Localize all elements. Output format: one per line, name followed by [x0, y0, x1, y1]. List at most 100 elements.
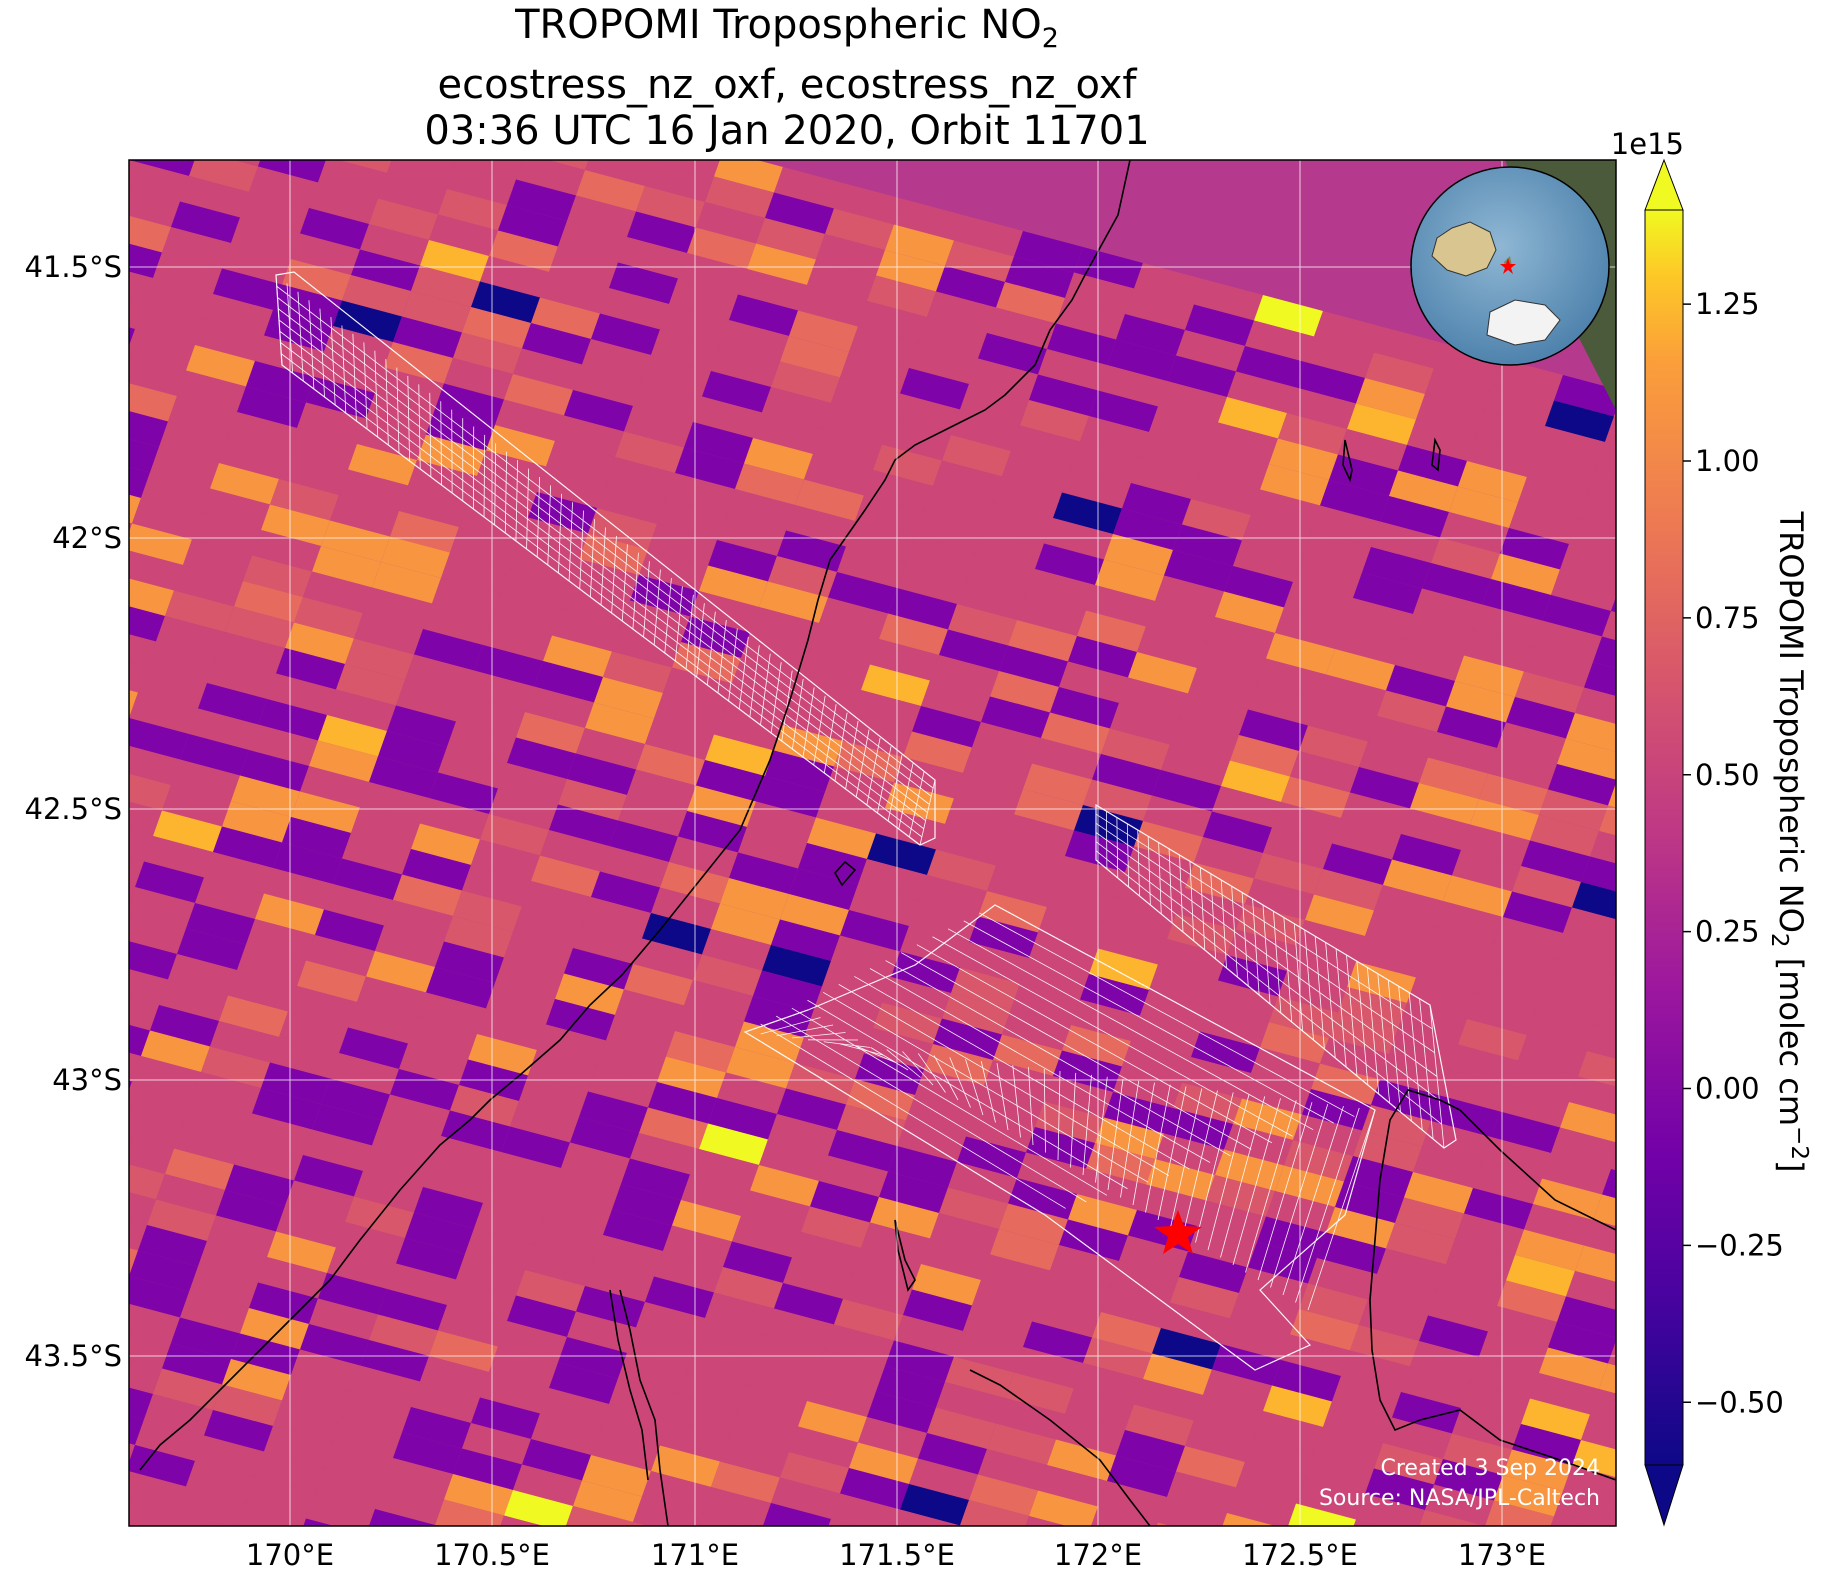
no2-pixel	[1197, 642, 1266, 684]
no2-pixel	[687, 227, 756, 269]
no2-pixel	[675, 1005, 744, 1047]
no2-pixel	[720, 1436, 789, 1478]
no2-pixel	[465, 113, 534, 155]
no2-pixel	[867, 275, 936, 317]
no2-pixel	[402, 849, 471, 891]
no2-pixel	[171, 759, 240, 801]
no2-pixel	[1419, 757, 1488, 799]
no2-pixel	[330, 495, 399, 537]
no2-pixel	[1326, 649, 1395, 691]
no2-pixel	[1353, 1519, 1381, 1526]
no2-pixel	[399, 485, 468, 527]
no2-pixel	[57, 897, 126, 939]
no2-pixel	[129, 439, 159, 473]
no2-pixel	[492, 1152, 561, 1194]
no2-pixel	[141, 472, 210, 514]
no2-pixel	[414, 1187, 483, 1229]
no2-pixel	[1041, 712, 1110, 754]
no2-pixel	[1365, 1468, 1434, 1510]
no2-pixel	[1368, 716, 1437, 758]
no2-pixel	[387, 1263, 456, 1305]
no2-pixel	[1419, 1315, 1488, 1357]
no2-pixel	[333, 300, 402, 342]
no2-pixel	[990, 1229, 1059, 1271]
no2-pixel	[993, 1034, 1062, 1076]
map-title: TROPOMI Tropospheric NO2 ecostress_nz_ox…	[0, 2, 1574, 154]
swath-grid-line	[1232, 1098, 1281, 1266]
no2-pixel	[546, 441, 615, 483]
swath-grid-line	[760, 1023, 1066, 1209]
no2-pixel	[603, 1209, 672, 1251]
no2-pixel	[150, 447, 219, 489]
no2-pixel	[471, 1397, 540, 1439]
no2-pixel	[1068, 636, 1137, 678]
no2-pixel	[1434, 343, 1503, 385]
swath-grid-line	[916, 944, 1273, 1144]
no2-pixel	[546, 1557, 615, 1572]
coastline	[139, 160, 1616, 1526]
no2-pixel	[591, 313, 660, 355]
no2-pixel	[1068, 1194, 1137, 1236]
no2-pixel	[1401, 808, 1470, 850]
no2-pixel	[1461, 824, 1530, 866]
no2-pixel	[1596, 442, 1616, 473]
no2-pixel	[840, 352, 909, 394]
no2-pixel	[645, 1276, 714, 1318]
colorbar-tick-label: −0.50	[1695, 1385, 1784, 1419]
no2-pixel	[831, 377, 900, 419]
no2-pixel	[1215, 591, 1284, 633]
no2-pixel	[969, 1474, 1038, 1516]
no2-pixel	[213, 826, 282, 868]
no2-pixel	[129, 299, 144, 329]
title-line-1: TROPOMI Tropospheric NO	[515, 2, 1042, 48]
no2-pixel	[465, 1228, 534, 1270]
no2-pixel	[697, 1512, 753, 1526]
no2-pixel	[1506, 697, 1575, 739]
no2-pixel	[381, 536, 450, 578]
no2-pixel	[429, 214, 498, 256]
no2-pixel	[612, 626, 681, 668]
no2-pixel	[1314, 869, 1383, 911]
no2-pixel	[645, 160, 714, 202]
no2-pixel	[1038, 907, 1107, 949]
no2-pixel	[480, 256, 549, 298]
no2-pixel	[1176, 330, 1245, 372]
no2-pixel	[1332, 818, 1401, 860]
swath-grid-line	[1043, 1069, 1046, 1153]
no2-pixel	[342, 1391, 411, 1433]
no2-pixel	[576, 728, 645, 770]
no2-pixel	[480, 814, 549, 856]
no2-pixel	[1134, 263, 1203, 305]
no2-pixel	[246, 361, 315, 403]
no2-pixel	[1176, 1446, 1245, 1488]
no2-pixel	[354, 613, 423, 655]
no2-pixel	[138, 1225, 207, 1267]
no2-pixel	[1050, 687, 1119, 729]
no2-pixel	[132, 1056, 201, 1098]
no2-pixel	[204, 852, 273, 894]
no2-pixel	[153, 810, 222, 852]
no2-pixel	[405, 1212, 474, 1254]
no2-pixel	[558, 221, 627, 263]
no2-pixel	[1590, 1389, 1616, 1422]
no2-pixel	[681, 1174, 750, 1216]
no2-pixel	[300, 766, 369, 808]
no2-pixel	[897, 562, 966, 604]
swath-grid-line	[947, 928, 1314, 1131]
no2-pixel	[261, 504, 330, 546]
no2-pixel	[1092, 1312, 1161, 1354]
no2-pixel	[1116, 1430, 1185, 1472]
no2-pixel	[198, 683, 267, 725]
no2-pixel	[1608, 782, 1616, 808]
no2-pixel	[777, 1088, 846, 1130]
no2-pixel	[1416, 394, 1485, 436]
no2-pixel	[549, 1362, 618, 1404]
no2-pixel	[843, 715, 912, 757]
no2-pixel	[510, 1101, 579, 1143]
no2-pixel	[231, 217, 300, 259]
no2-pixel	[870, 1197, 939, 1239]
no2-pixel	[1386, 1223, 1455, 1265]
no2-pixel	[927, 1407, 996, 1449]
no2-pixel	[843, 1273, 912, 1315]
no2-pixel	[129, 745, 180, 785]
